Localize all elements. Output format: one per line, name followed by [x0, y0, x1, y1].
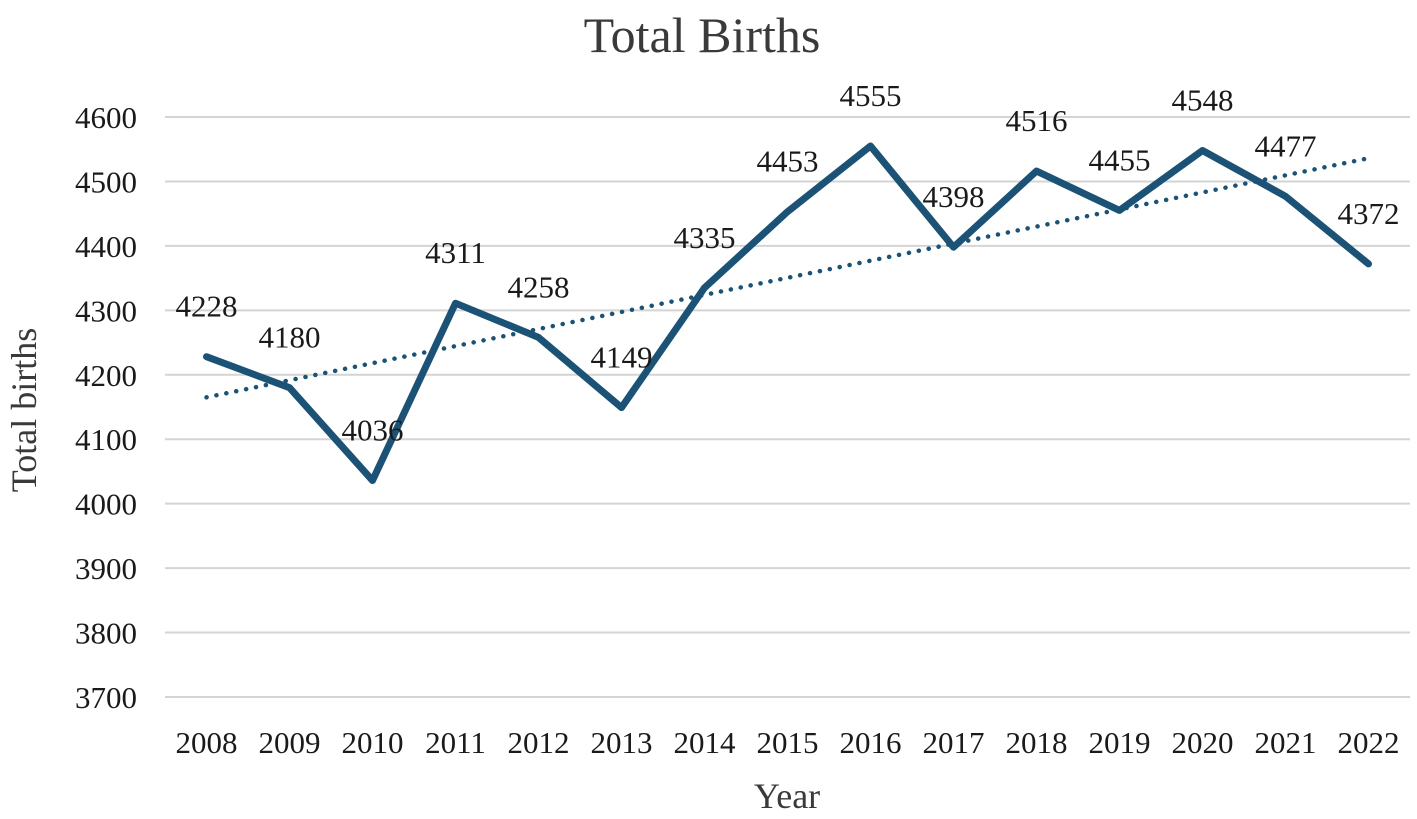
chart-title: Total Births	[584, 7, 821, 63]
data-point	[951, 245, 956, 250]
x-tick-label: 2014	[674, 725, 737, 760]
series-layer	[203, 142, 1372, 484]
data-label: 4555	[840, 78, 902, 113]
y-tick-label: 4300	[75, 293, 137, 328]
data-point	[702, 285, 707, 290]
data-point	[785, 209, 790, 214]
x-axis-title: Year	[754, 776, 820, 816]
data-label: 4149	[591, 340, 653, 375]
data-point	[1200, 148, 1205, 153]
y-tick-label: 4400	[75, 229, 137, 264]
data-point	[370, 478, 375, 483]
data-label: 4228	[176, 289, 238, 324]
y-tick-label: 4000	[75, 487, 137, 522]
data-point	[868, 144, 873, 148]
x-tick-label: 2009	[259, 725, 321, 760]
data-point	[453, 301, 458, 306]
trendline	[204, 155, 1371, 400]
x-tick-label: 2019	[1089, 725, 1151, 760]
y-tick-label: 3700	[75, 680, 137, 715]
data-label: 4258	[508, 269, 570, 304]
x-axis-ticks: 2008 2009 2010 2011 2012 2013 2014 2015 2016 2017…	[176, 725, 1400, 760]
data-point	[619, 405, 624, 410]
data-label: 4335	[674, 220, 736, 255]
x-tick-label: 2017	[923, 725, 985, 760]
y-tick-label: 4500	[75, 164, 137, 199]
x-tick-label: 2008	[176, 725, 238, 760]
data-labels: 4228 4180 4036 4311 4258 4149 4335 4453 4555 4398…	[176, 78, 1400, 447]
y-axis-ticks: 3700 3800 3900 4000 4100 4200 4300 4400 4500 4600	[75, 100, 137, 715]
x-tick-label: 2016	[840, 725, 902, 760]
x-tick-label: 2011	[425, 725, 486, 760]
data-label: 4548	[1172, 83, 1234, 118]
data-point	[1034, 169, 1039, 174]
data-point	[1366, 261, 1371, 266]
y-tick-label: 3800	[75, 616, 137, 651]
gridlines	[165, 116, 1410, 698]
data-label: 4180	[259, 320, 321, 355]
data-point	[204, 354, 209, 359]
x-tick-label: 2022	[1338, 725, 1400, 760]
data-label: 4516	[1006, 103, 1068, 138]
x-tick-label: 2018	[1006, 725, 1068, 760]
data-label: 4455	[1089, 142, 1151, 177]
x-tick-label: 2015	[757, 725, 819, 760]
x-tick-label: 2012	[508, 725, 570, 760]
y-tick-label: 3900	[75, 551, 137, 586]
x-tick-label: 2010	[342, 725, 404, 760]
y-tick-label: 4600	[75, 100, 137, 135]
data-label: 4398	[923, 179, 985, 214]
x-tick-label: 2021	[1255, 725, 1317, 760]
y-tick-label: 4100	[75, 422, 137, 457]
data-point	[536, 335, 541, 340]
data-label: 4372	[1338, 196, 1400, 231]
data-label: 4477	[1255, 128, 1317, 163]
data-point	[1117, 208, 1122, 213]
y-axis-title: Total births	[4, 328, 44, 492]
data-point	[287, 385, 292, 390]
y-tick-label: 4200	[75, 358, 137, 393]
x-tick-label: 2013	[591, 725, 653, 760]
data-label: 4311	[425, 235, 486, 270]
data-label: 4036	[342, 412, 404, 447]
data-point	[1283, 194, 1288, 199]
data-label: 4453	[757, 144, 819, 179]
x-tick-label: 2020	[1172, 725, 1234, 760]
